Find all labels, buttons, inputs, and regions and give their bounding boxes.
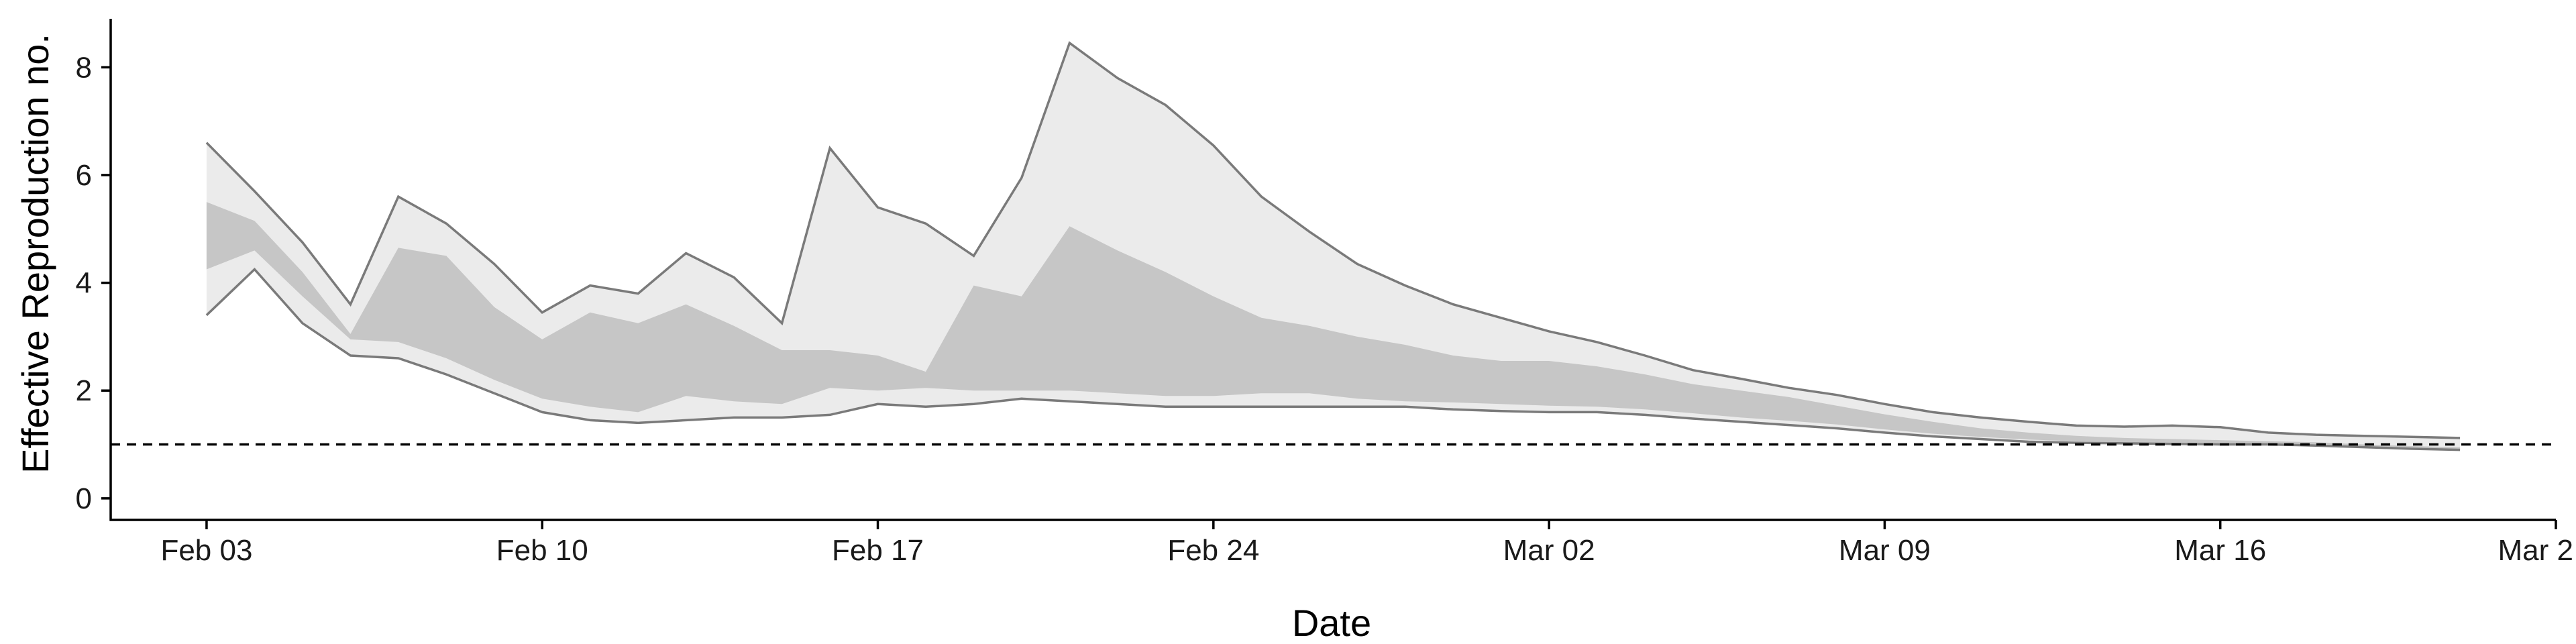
x-tick-label: Mar 2	[2498, 534, 2573, 567]
y-axis-ticks: 0 2 4 6 8	[76, 51, 111, 515]
x-tick-label: Feb 17	[832, 534, 924, 567]
x-axis-title: Date	[1292, 602, 1371, 644]
x-tick-label: Mar 02	[1503, 534, 1595, 567]
y-tick-label: 0	[76, 482, 92, 515]
y-tick-label: 2	[76, 374, 92, 407]
inner-band-area	[206, 202, 2461, 449]
y-tick-label: 8	[76, 51, 92, 84]
outer-lower-line	[205, 267, 2461, 451]
y-tick-label: 6	[76, 159, 92, 192]
y-axis-title: Effective Reproduction no.	[14, 34, 56, 474]
x-tick-label: Feb 24	[1167, 534, 1259, 567]
x-tick-label: Mar 16	[2174, 534, 2266, 567]
credible-interval-bands	[205, 41, 2461, 451]
x-tick-label: Feb 03	[160, 534, 252, 567]
outer-upper-line	[205, 41, 2461, 439]
x-axis-ticks: Feb 03 Feb 10 Feb 17 Feb 24 Mar 02 Mar 09 Mar …	[160, 520, 2573, 567]
x-tick-label: Mar 09	[1839, 534, 1931, 567]
axes	[109, 19, 2556, 521]
x-tick-label: Feb 10	[496, 534, 588, 567]
y-tick-label: 4	[76, 267, 92, 300]
